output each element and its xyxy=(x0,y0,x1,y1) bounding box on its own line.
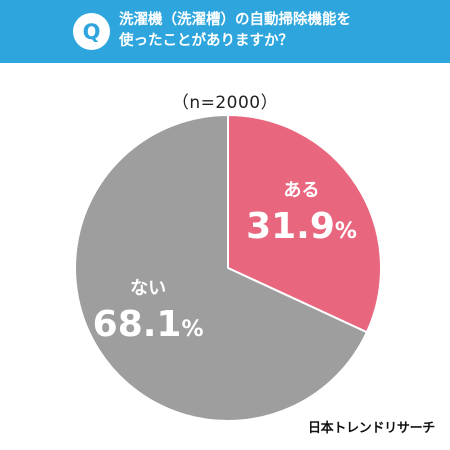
question-line-2: 使ったことがありますか？ xyxy=(119,33,293,49)
slice-label-yes: ある xyxy=(284,180,320,201)
question-line-1: 洗濯機（洗濯槽）の自動掃除機能を xyxy=(119,12,351,28)
question-text: 洗濯機（洗濯槽）の自動掃除機能を 使ったことがありますか？ xyxy=(119,10,439,52)
question-header: Q 洗濯機（洗濯槽）の自動掃除機能を 使ったことがありますか？ xyxy=(0,0,450,63)
slice-value-no: 68.1% xyxy=(93,304,204,345)
pie-slice-no xyxy=(74,113,369,422)
sample-size: （n=2000） xyxy=(171,93,279,113)
slice-label-no: ない xyxy=(130,278,166,299)
q-badge: Q xyxy=(73,13,110,50)
pie-slice-yes xyxy=(227,113,382,334)
slice-value-yes: 31.9% xyxy=(246,206,357,247)
brand-logo: 日本トレンドリサーチ xyxy=(307,421,435,436)
